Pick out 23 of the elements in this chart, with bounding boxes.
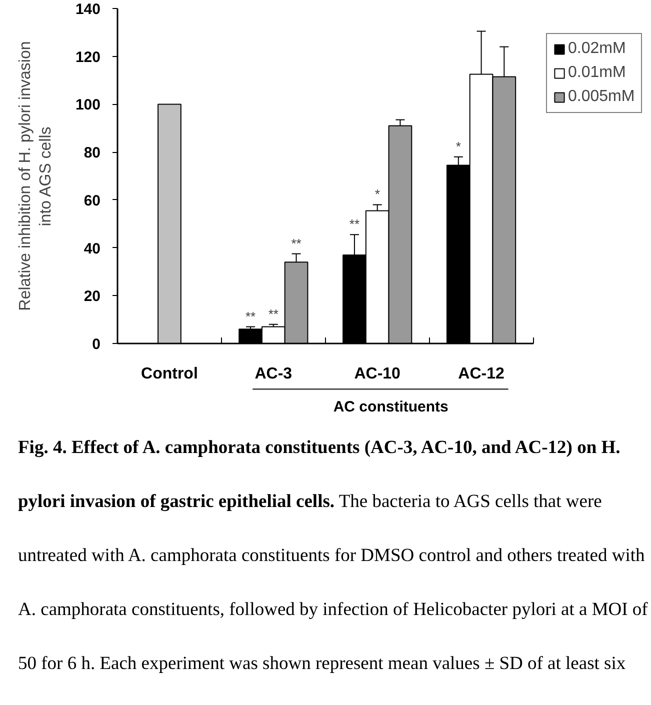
y-axis-title: Relative inhibition of H. pylori invasion into AGS cells [17,41,54,311]
y-tick-label: 0 [92,336,100,353]
y-tick-label: 80 [84,144,101,162]
x-tick-label: AC-12 [458,366,504,382]
data-label: * [456,138,461,154]
data-label: ** [268,306,278,322]
y-tick-label: 100 [75,96,101,114]
y-tick-label: 120 [75,48,101,66]
x-axis-title: AC constituents [333,398,448,416]
legend-label: 0.005mM [568,88,635,106]
y-tick-label: 20 [84,288,101,306]
x-tick-label: AC-10 [354,366,401,382]
y-tick-label: 140 [75,1,101,18]
data-label: ** [349,216,360,232]
y-tick-label: 60 [84,192,101,210]
y-tick-label: 40 [84,240,101,258]
x-tick-label: AC-3 [254,366,292,382]
legend-label: 0.02mM [568,40,626,58]
x-tick-label: Control [141,366,198,382]
data-label: ** [245,308,256,324]
data-label: ** [291,236,302,251]
legend-label: 0.01mM [568,64,626,82]
data-label: * [374,186,380,202]
